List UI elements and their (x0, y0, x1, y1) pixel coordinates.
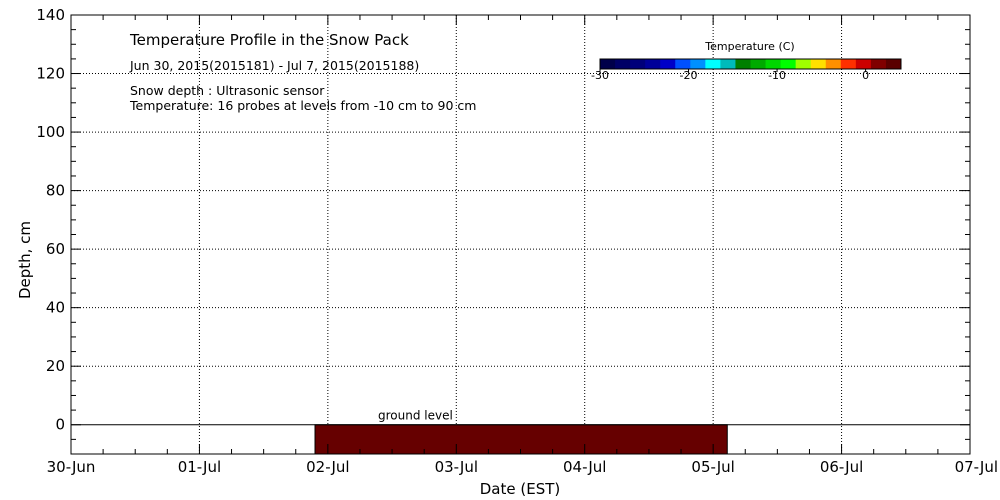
x-axis-label: Date (EST) (480, 480, 561, 498)
data-blocks (314, 424, 728, 455)
axes: ground level 0 20 40 60 80 100 120 140 30-Jun 01-J… (36, 6, 998, 476)
y-tick-label: 100 (36, 123, 65, 141)
y-tick-label: 120 (36, 65, 65, 83)
y-tick-label: 60 (46, 240, 65, 258)
colorbar-segment (780, 59, 797, 69)
x-tick-label: 07-Jul (955, 458, 998, 476)
note-snow-depth: Snow depth : Ultrasonic sensor (130, 83, 325, 98)
y-tick-label: 40 (46, 299, 65, 317)
y-tick-label: 140 (36, 6, 65, 24)
colorbar-tick-label: -20 (680, 69, 698, 82)
colorbar-title: Temperature (C) (704, 40, 794, 53)
colorbar-frame (599, 58, 902, 70)
colorbar-segment (765, 59, 782, 69)
colorbar: Temperature (C) -30 -20 -10 0 (591, 40, 902, 82)
grid-lines (71, 14, 970, 454)
chart-title: Temperature Profile in the Snow Pack (129, 31, 409, 49)
x-tick-label: 06-Jul (820, 458, 863, 476)
colorbar-segment (810, 59, 827, 69)
colorbar-segment (690, 59, 706, 69)
y-tick-label: 20 (46, 357, 65, 375)
colorbar-segment (705, 59, 721, 69)
colorbar-segment (645, 59, 661, 69)
x-tick-label: 03-Jul (435, 458, 478, 476)
colorbar-segment (660, 59, 676, 69)
colorbar-segment (675, 59, 691, 69)
x-tick-label: 04-Jul (563, 458, 606, 476)
y-tick-label: 80 (46, 182, 65, 200)
x-tick-label: 30-Jun (47, 458, 96, 476)
colorbar-segment (630, 59, 646, 69)
colorbar-segment (720, 59, 736, 69)
colorbar-tick-label: -30 (591, 69, 609, 82)
colorbar-segment (825, 59, 842, 69)
x-tick-label: 01-Jul (178, 458, 221, 476)
colorbar-segment (795, 59, 812, 69)
y-tick-label: 0 (55, 416, 65, 434)
note-temperature: Temperature: 16 probes at levels from -1… (129, 98, 476, 113)
x-tick-label: 02-Jul (306, 458, 349, 476)
colorbar-segment (615, 59, 631, 69)
colorbar-tick-label: 0 (862, 69, 869, 82)
colorbar-segment (840, 59, 857, 69)
x-tick-label: 05-Jul (691, 458, 734, 476)
colorbar-segment (885, 59, 902, 69)
colorbar-segment (855, 59, 872, 69)
colorbar-segment (735, 59, 751, 69)
ground-level-label: ground level (378, 409, 453, 423)
colorbar-segment (870, 59, 887, 69)
temperature-block (314, 424, 728, 455)
colorbar-tick-label: -10 (768, 69, 786, 82)
colorbar-segment (600, 59, 616, 69)
colorbar-segment (750, 59, 767, 69)
chart-subtitle: Jun 30, 2015(2015181) - Jul 7, 2015(2015… (129, 58, 419, 73)
y-axis-label: Depth, cm (16, 221, 34, 299)
